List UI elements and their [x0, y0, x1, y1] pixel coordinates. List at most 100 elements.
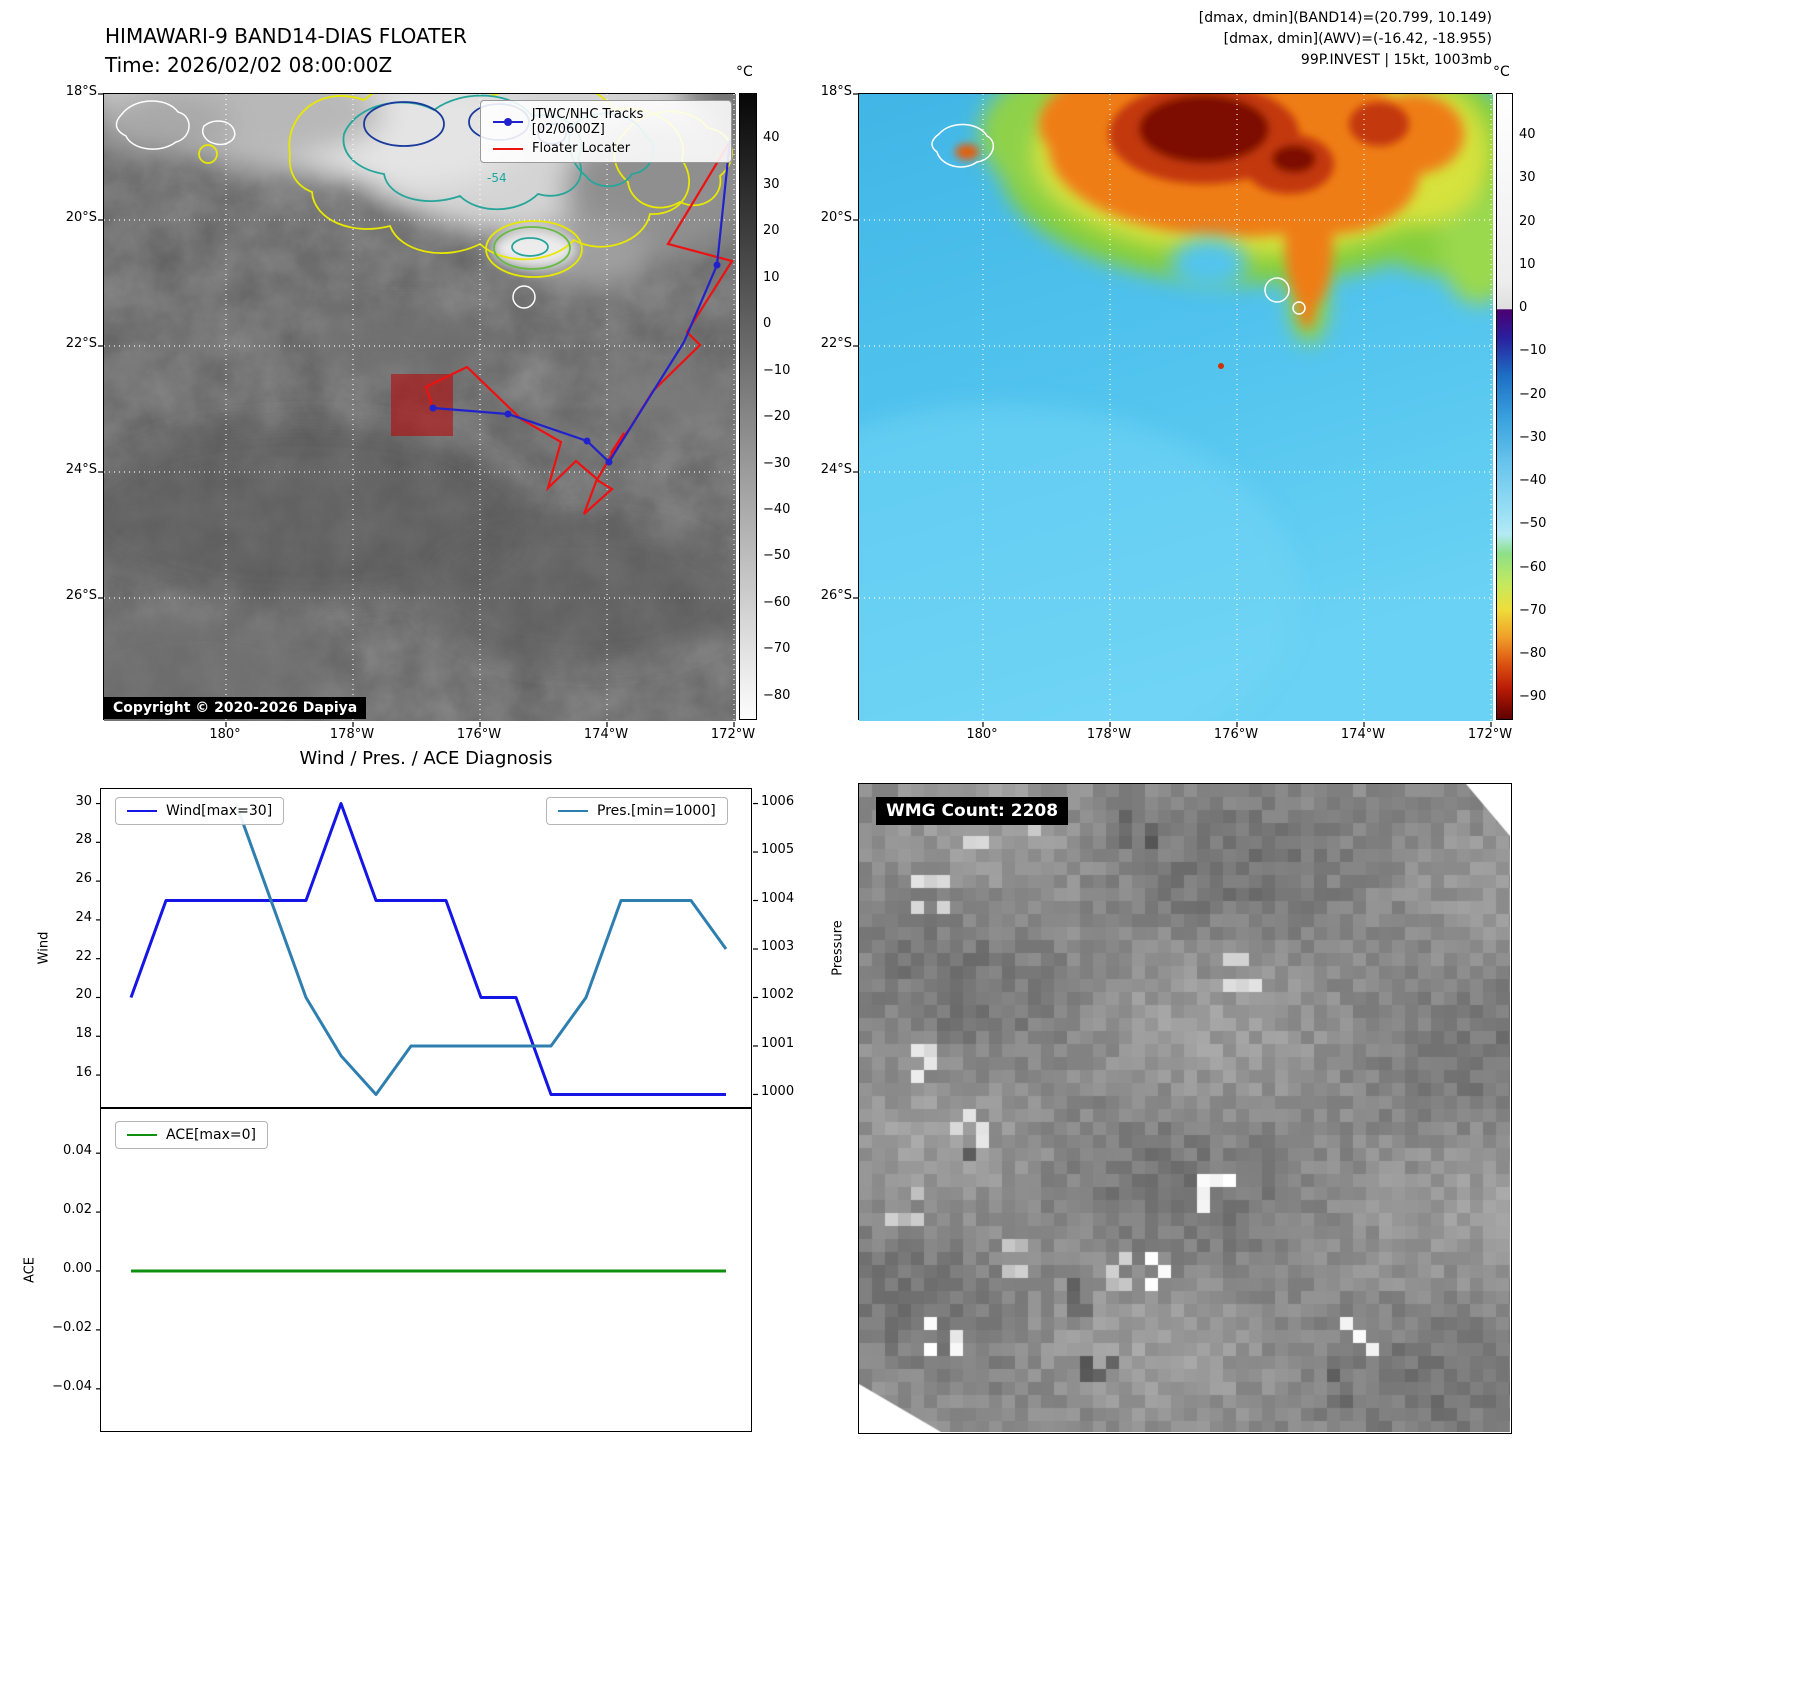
map-legend-row-jtwc: JTWC/NHC Tracks [02/0600Z]: [487, 105, 725, 139]
coastline-contours: [931, 123, 1306, 315]
wind-ytick-label: 20: [75, 987, 92, 1003]
map-legend: JTWC/NHC Tracks [02/0600Z] Floater Locat…: [480, 100, 732, 163]
left-map-title: HIMAWARI-9 BAND14-DIAS FLOATER Time: 202…: [105, 22, 467, 80]
colorbar-tick-label: 40: [763, 130, 780, 146]
band14-satellite-image: -54: [98, 93, 736, 727]
colorbar-tick-label: 10: [1519, 256, 1536, 272]
left-colorbar-unit: °C: [736, 64, 753, 80]
pressure-line: [234, 802, 728, 1096]
ace-ytick-label: 0.02: [63, 1202, 92, 1218]
colorbar-tick-label: −70: [763, 641, 791, 657]
wind-ytick-label: 18: [75, 1026, 92, 1042]
colorbar-tick-label: −90: [1519, 689, 1547, 705]
colorbar-tick-label: 20: [763, 223, 780, 239]
left-map-title-line2: Time: 2026/02/02 08:00:00Z: [105, 53, 393, 77]
graticule: [104, 94, 736, 721]
wmg-microwave-image: [859, 784, 1510, 1432]
ace-legend-label: ACE[max=0]: [166, 1127, 257, 1143]
wmg-panel: WMG Count: 2208: [858, 783, 1512, 1434]
wind-ytick-label: 28: [75, 832, 92, 848]
lon-tick-label: 172°W: [1467, 727, 1513, 742]
ace-legend: ACE[max=0]: [115, 1121, 269, 1149]
pressure-ytick-label: 1001: [761, 1035, 795, 1051]
pressure-ytick-label: 1003: [761, 939, 795, 954]
jtwc-track-legend-dot: [504, 118, 512, 126]
annotation-invest-status: 99P.INVEST | 15kt, 1003mb: [1300, 52, 1492, 68]
lat-tick-label: 20°S: [65, 210, 97, 225]
right-map-annotations: [dmax, dmin](BAND14)=(20.799, 10.149) [d…: [1199, 8, 1492, 71]
floater-legend-label: Floater Locater: [532, 141, 631, 156]
colorbar-tick-label: −40: [1519, 473, 1547, 489]
colorbar-tick-label: −40: [763, 502, 791, 517]
colorbar-tick-label: −30: [763, 455, 791, 471]
lon-tick-label: 174°W: [583, 727, 629, 742]
contour-value-label: -54: [487, 171, 507, 185]
colorbar-tick-label: −50: [763, 548, 791, 564]
lon-tick-label: 180°: [966, 727, 998, 742]
map-legend-row-floater: Floater Locater: [487, 139, 725, 158]
pressure-axis-label: Pressure: [830, 920, 846, 976]
floater-legend-line: [493, 147, 523, 150]
colorbar-tick-label: −80: [763, 687, 791, 703]
right-colorbar-unit: °C: [1493, 64, 1510, 80]
colorbar-tick-label: −70: [1519, 602, 1547, 618]
ace-ytick-label: 0.04: [63, 1143, 92, 1159]
colorbar-tick-label: 30: [1519, 170, 1536, 186]
awv-satellite-image: [853, 93, 1493, 727]
wind-legend-line: [127, 810, 157, 812]
lon-tick-label: 174°W: [1340, 727, 1386, 742]
left-colorbar: [739, 93, 757, 720]
colorbar-tick-label: 0: [763, 316, 772, 332]
small-feature-dot: [1218, 363, 1224, 369]
colorbar-tick-label: −20: [763, 409, 791, 425]
lon-tick-label: 178°W: [1086, 727, 1132, 742]
lon-tick-label: 176°W: [456, 727, 502, 742]
graticule: [859, 94, 1493, 721]
wind-pressure-plot-area: [96, 802, 758, 1096]
convection-blob: [859, 94, 1493, 721]
colorbar-tick-label: −80: [1519, 646, 1547, 662]
lat-tick-label: 24°S: [65, 462, 97, 477]
lon-tick-label: 178°W: [329, 727, 375, 742]
lon-tick-label: 180°: [209, 727, 241, 742]
diagnosis-title: Wind / Pres. / ACE Diagnosis: [299, 748, 553, 769]
colorbar-tick-label: −10: [1519, 343, 1547, 359]
colorbar-tick-label: 0: [1519, 300, 1528, 316]
lat-tick-label: 22°S: [820, 336, 852, 351]
colorbar-tick-label: −60: [763, 594, 791, 610]
wind-legend-label: Wind[max=30]: [166, 803, 273, 819]
colorbar-tick-label: −60: [1519, 559, 1547, 575]
floater-locater-track: [424, 142, 734, 515]
awv-map-panel: [853, 93, 1493, 727]
colorbar-tick-label: −10: [763, 362, 791, 378]
ace-ytick-label: −0.04: [52, 1378, 92, 1394]
jtwc-track-legend-label: JTWC/NHC Tracks [02/0600Z]: [531, 107, 644, 137]
ace-chart: ACE[max=0]: [96, 1108, 752, 1432]
lon-tick-label: 176°W: [1213, 727, 1259, 742]
ace-legend-line: [127, 1134, 157, 1136]
jtwc-track-markers: [429, 261, 721, 466]
wind-ytick-label: 26: [75, 871, 92, 887]
band14-map-panel: -54: [98, 93, 736, 727]
colorbar-tick-label: 30: [763, 176, 780, 192]
pressure-legend: Pres.[min=1000]: [546, 797, 728, 825]
colorbar-tick-label: 20: [1519, 213, 1536, 229]
pressure-ytick-label: 1005: [761, 842, 795, 858]
copyright-banner: Copyright © 2020-2026 Dapiya: [104, 697, 367, 719]
wmg-count-label: WMG Count: 2208: [876, 797, 1069, 825]
wind-ytick-label: 30: [75, 793, 92, 809]
lat-tick-label: 24°S: [820, 462, 852, 477]
pressure-ytick-label: 1000: [761, 1084, 795, 1100]
pressure-legend-label: Pres.[min=1000]: [597, 803, 716, 819]
pressure-ytick-label: 1006: [761, 793, 795, 809]
lat-tick-label: 20°S: [820, 210, 852, 225]
ace-plot-area: [96, 1152, 726, 1390]
wind-legend: Wind[max=30]: [115, 797, 285, 825]
lat-tick-label: 18°S: [820, 84, 852, 99]
colorbar-tick-label: −50: [1519, 516, 1547, 532]
pressure-legend-line: [558, 810, 588, 812]
lat-tick-label: 18°S: [65, 84, 97, 99]
wind-line: [129, 802, 726, 1096]
colorbar-tick-label: 40: [1519, 127, 1536, 143]
floater-target-patch: [391, 374, 453, 436]
